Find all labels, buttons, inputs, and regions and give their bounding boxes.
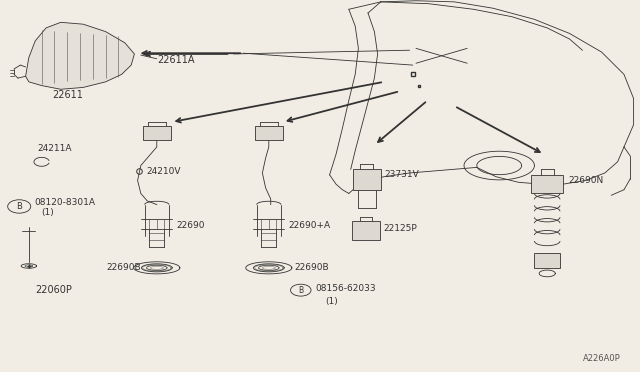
Text: 22611: 22611 <box>52 90 83 100</box>
Text: A226A0P: A226A0P <box>583 354 621 363</box>
Bar <box>531 175 563 193</box>
Text: (1): (1) <box>325 297 338 306</box>
Bar <box>353 169 381 190</box>
Text: (1): (1) <box>42 208 54 217</box>
Text: 22690B: 22690B <box>294 263 329 272</box>
Text: 22690+A: 22690+A <box>288 221 330 230</box>
Text: 23731V: 23731V <box>384 170 419 179</box>
Bar <box>352 221 380 240</box>
Text: 24211A: 24211A <box>37 144 72 153</box>
Text: 22690: 22690 <box>176 221 205 230</box>
Bar <box>534 253 560 268</box>
FancyBboxPatch shape <box>255 126 283 140</box>
Text: 08156-62033: 08156-62033 <box>315 284 376 293</box>
Text: 08120-8301A: 08120-8301A <box>34 198 95 207</box>
FancyBboxPatch shape <box>143 126 171 140</box>
Polygon shape <box>26 22 134 89</box>
Text: B: B <box>16 202 22 211</box>
Text: 22690N: 22690N <box>568 176 604 185</box>
Text: 22690B: 22690B <box>106 263 141 272</box>
Text: B: B <box>298 286 303 295</box>
Text: 22611A: 22611A <box>157 55 195 64</box>
Text: 22125P: 22125P <box>383 224 417 233</box>
Text: 24210V: 24210V <box>147 167 181 176</box>
Text: 22060P: 22060P <box>35 285 72 295</box>
